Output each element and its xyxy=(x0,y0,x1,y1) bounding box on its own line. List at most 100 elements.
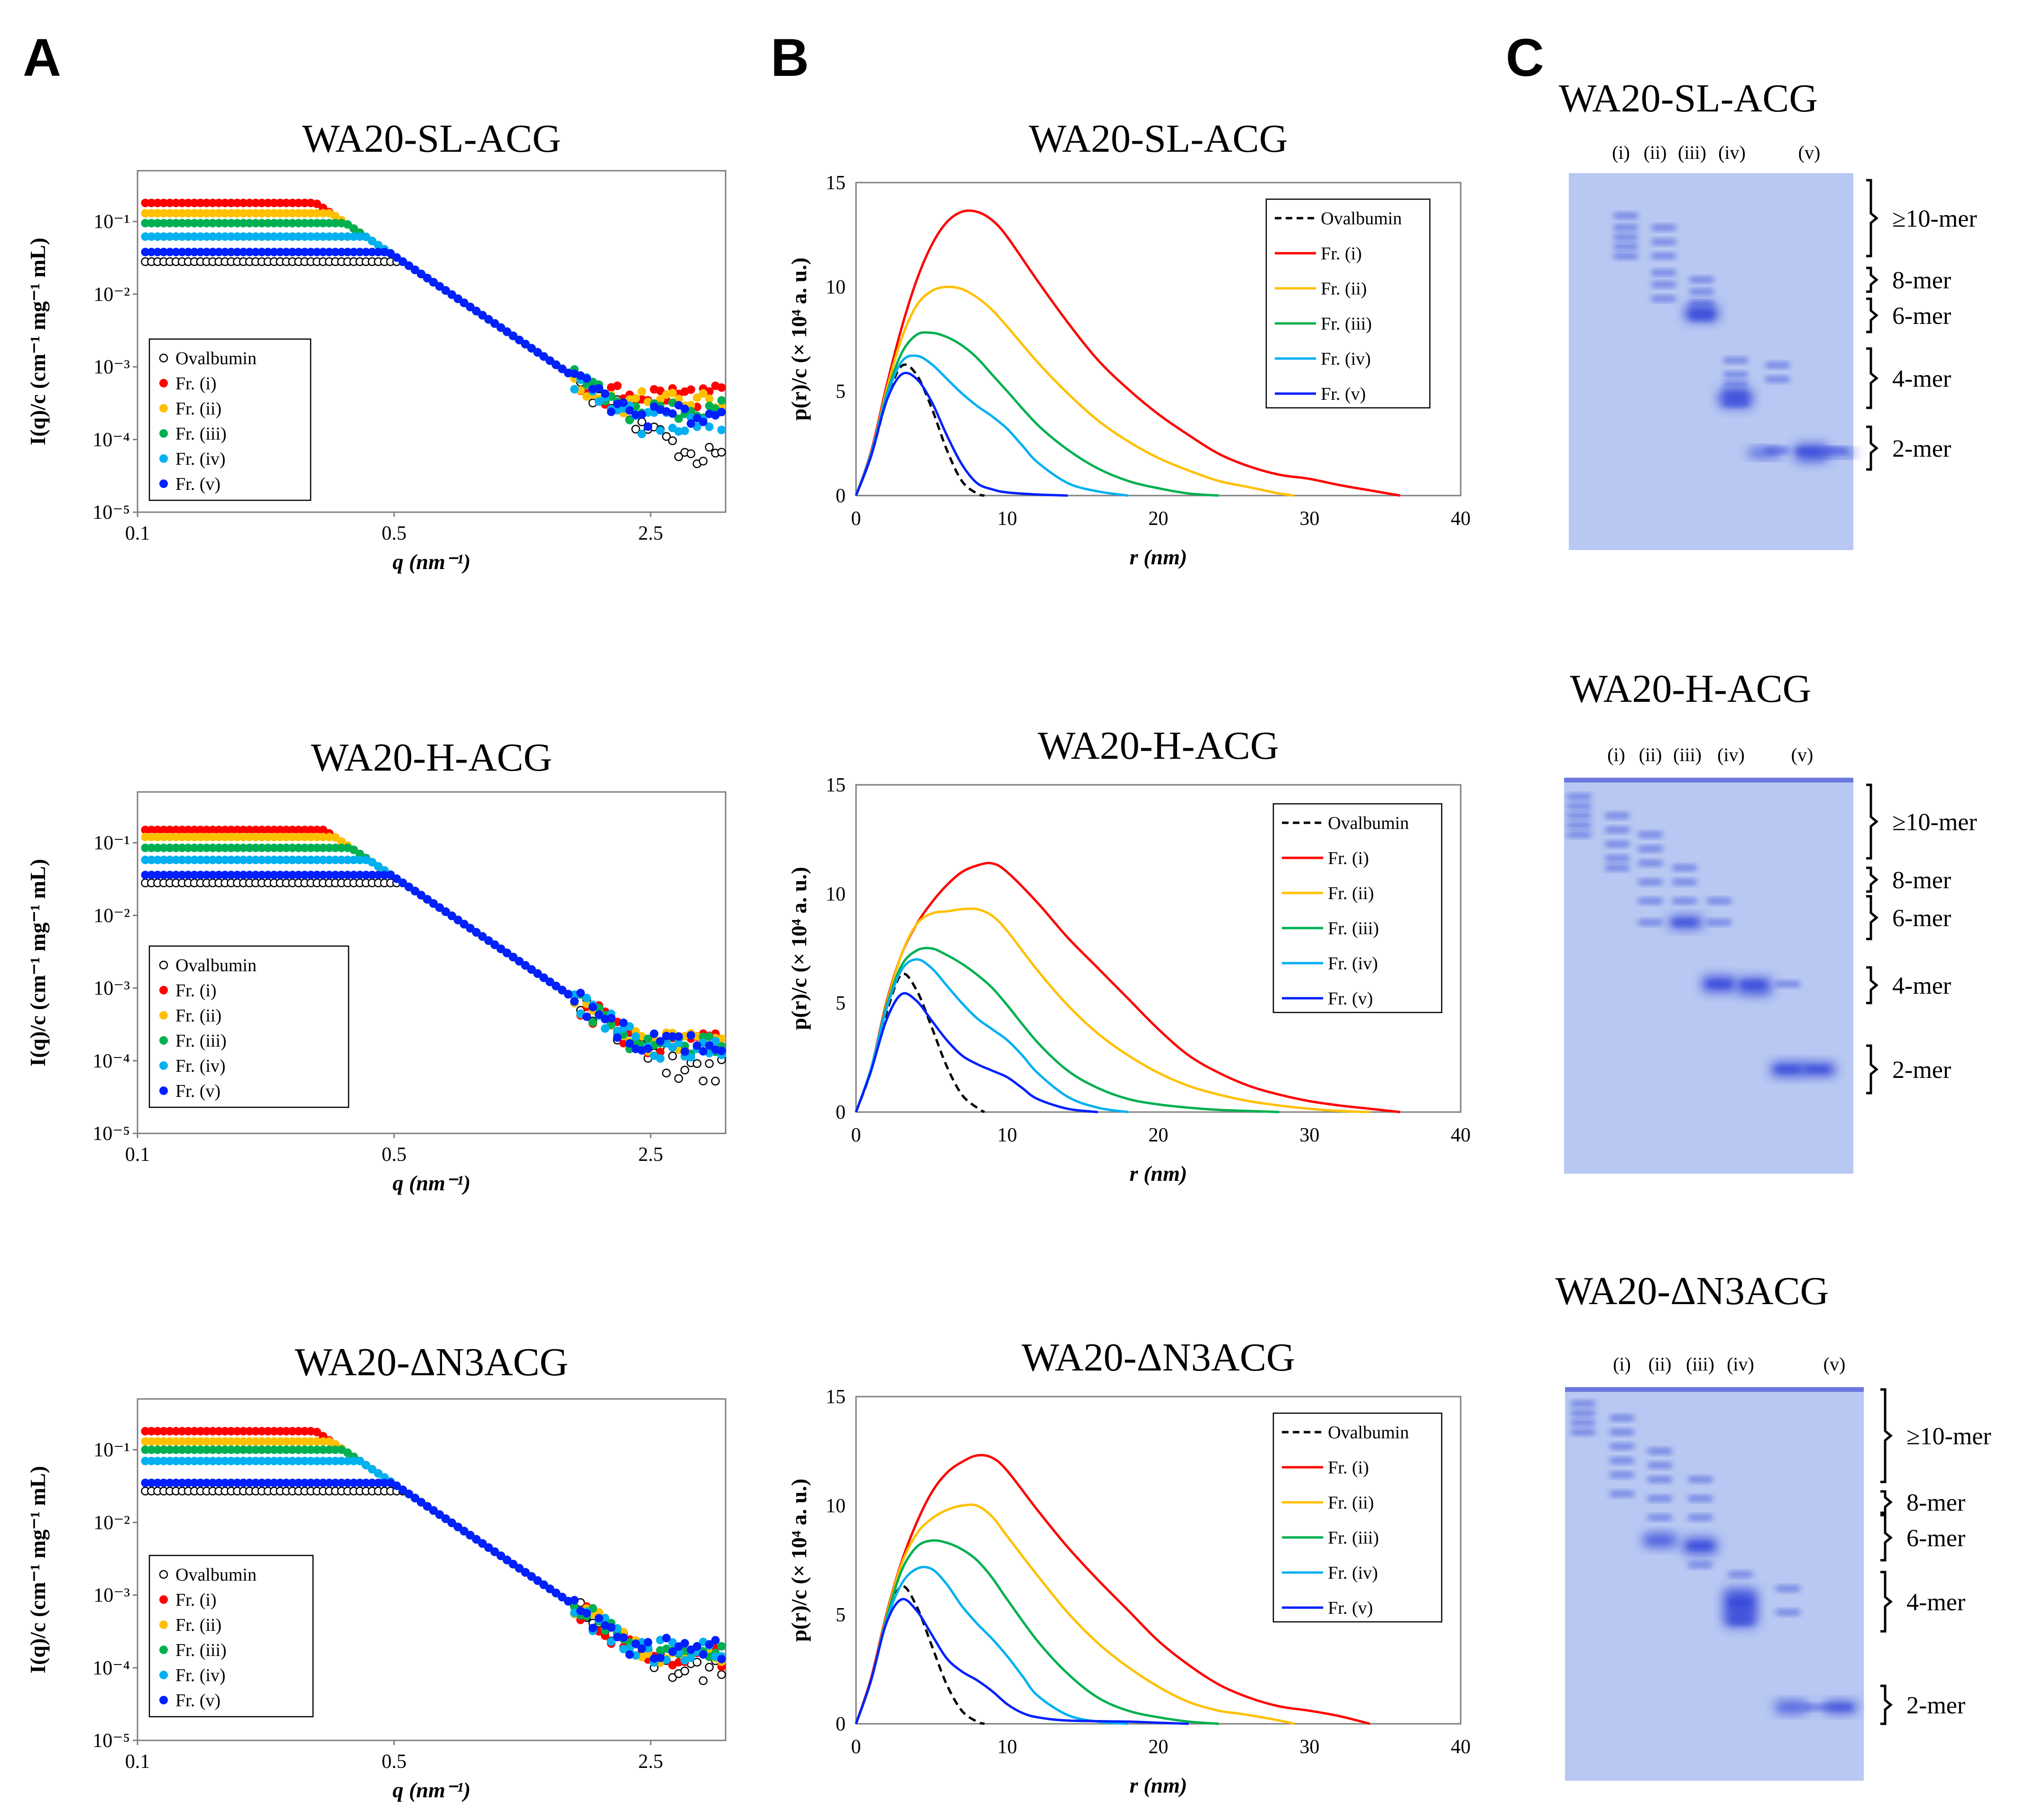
data-point xyxy=(337,1456,346,1465)
data-point xyxy=(177,1437,186,1446)
data-point xyxy=(717,1655,726,1664)
data-point xyxy=(239,198,248,207)
data-point xyxy=(435,903,444,912)
data-point xyxy=(423,274,432,283)
series-line-0 xyxy=(855,972,985,1113)
data-point xyxy=(159,232,168,241)
data-point xyxy=(692,1041,701,1050)
data-point xyxy=(306,1478,315,1487)
data-point xyxy=(276,232,285,241)
legend-marker xyxy=(159,986,168,994)
legend-label: Fr. (v) xyxy=(175,1691,221,1711)
data-point xyxy=(245,1445,254,1454)
legend-label: Ovalbumin xyxy=(175,349,257,368)
legend-marker xyxy=(159,1086,168,1095)
x-axis-label: q (nm⁻¹) xyxy=(393,550,471,574)
data-point xyxy=(288,843,297,852)
data-point xyxy=(656,1037,665,1046)
data-point xyxy=(558,364,567,373)
data-point xyxy=(349,871,358,880)
x-tick-label: 0 xyxy=(851,1124,861,1146)
data-point xyxy=(141,856,150,865)
data-point xyxy=(153,1456,162,1465)
data-point xyxy=(208,1426,217,1435)
gel-title: WA20-H-ACG xyxy=(1570,667,1812,711)
data-point xyxy=(196,843,205,852)
gel-band xyxy=(1648,1448,1672,1454)
data-point xyxy=(172,232,181,241)
data-point xyxy=(202,219,211,228)
legend-label: Fr. (iii) xyxy=(175,1031,227,1051)
gel-band xyxy=(1672,865,1697,871)
data-point xyxy=(594,397,603,406)
data-point xyxy=(300,843,309,852)
data-point xyxy=(380,871,389,880)
data-point xyxy=(484,1543,493,1552)
series-line-2 xyxy=(855,285,1295,497)
data-point xyxy=(435,1510,444,1519)
plot-frame xyxy=(855,182,1462,497)
data-point xyxy=(699,1650,708,1659)
data-point xyxy=(656,1048,665,1057)
data-point xyxy=(202,843,211,852)
data-point xyxy=(227,1426,236,1435)
data-point xyxy=(166,843,175,852)
data-point xyxy=(263,843,272,852)
gel-band xyxy=(1728,1572,1753,1577)
data-point xyxy=(656,395,665,404)
charts-layer: WA20-SL-ACG 10⁻⁵ 10⁻⁴ 10⁻³ 10⁻² 10⁻¹ 0.1 0.5 2.5… xyxy=(26,117,1471,1802)
gel-band xyxy=(1651,270,1676,276)
data-point xyxy=(319,856,328,865)
data-point xyxy=(263,1426,272,1435)
data-point xyxy=(692,414,701,423)
data-point xyxy=(258,856,267,865)
series-5 xyxy=(141,248,726,431)
y-tick-label: 5 xyxy=(836,993,846,1014)
data-point xyxy=(190,232,199,241)
data-point xyxy=(177,1426,186,1435)
data-point xyxy=(153,248,162,257)
data-point xyxy=(141,248,150,257)
gel-lane-label: (ii) xyxy=(1648,1353,1672,1375)
data-point xyxy=(325,832,334,841)
data-point xyxy=(245,843,254,852)
y-tick-label: 15 xyxy=(826,1386,846,1408)
data-point xyxy=(196,198,205,207)
y-tick-label: 10⁻² xyxy=(93,1512,130,1534)
data-point xyxy=(368,248,377,257)
gel-size-label: 8-mer xyxy=(1892,267,1951,294)
gel-size-label: 4-mer xyxy=(1892,366,1951,393)
data-point xyxy=(258,232,267,241)
data-point xyxy=(214,871,223,880)
data-point xyxy=(705,423,714,432)
data-point xyxy=(221,209,230,218)
gel-lane-label: (i) xyxy=(1612,142,1630,163)
gel-band-strong xyxy=(1822,450,1856,456)
data-point xyxy=(637,410,646,419)
data-point xyxy=(319,1478,328,1487)
data-point xyxy=(190,832,199,841)
data-point xyxy=(349,248,358,257)
data-point xyxy=(177,843,186,852)
legend-label: Fr. (iii) xyxy=(1321,314,1372,334)
y-tick-label: 10⁻⁴ xyxy=(92,1657,130,1679)
data-point xyxy=(300,826,309,835)
data-point xyxy=(331,219,340,228)
data-point xyxy=(717,1670,726,1679)
data-point xyxy=(294,1456,303,1465)
data-point xyxy=(466,303,475,312)
legend: Ovalbumin Fr. (i) Fr. (ii) Fr. (iii) Fr. (iv… xyxy=(1272,1412,1443,1623)
data-point xyxy=(294,843,303,852)
data-point xyxy=(251,232,260,241)
data-point xyxy=(411,1494,420,1503)
data-point xyxy=(147,1445,156,1454)
data-point xyxy=(166,1456,175,1465)
legend-label: Fr. (i) xyxy=(175,1590,217,1610)
data-point xyxy=(582,1609,591,1618)
data-point xyxy=(582,993,591,1003)
data-point xyxy=(545,356,554,365)
y-tick-label: 10⁻¹ xyxy=(93,832,130,854)
gel-lane-label: (ii) xyxy=(1644,142,1667,163)
data-point xyxy=(613,1633,622,1642)
legend-marker xyxy=(159,1570,168,1579)
